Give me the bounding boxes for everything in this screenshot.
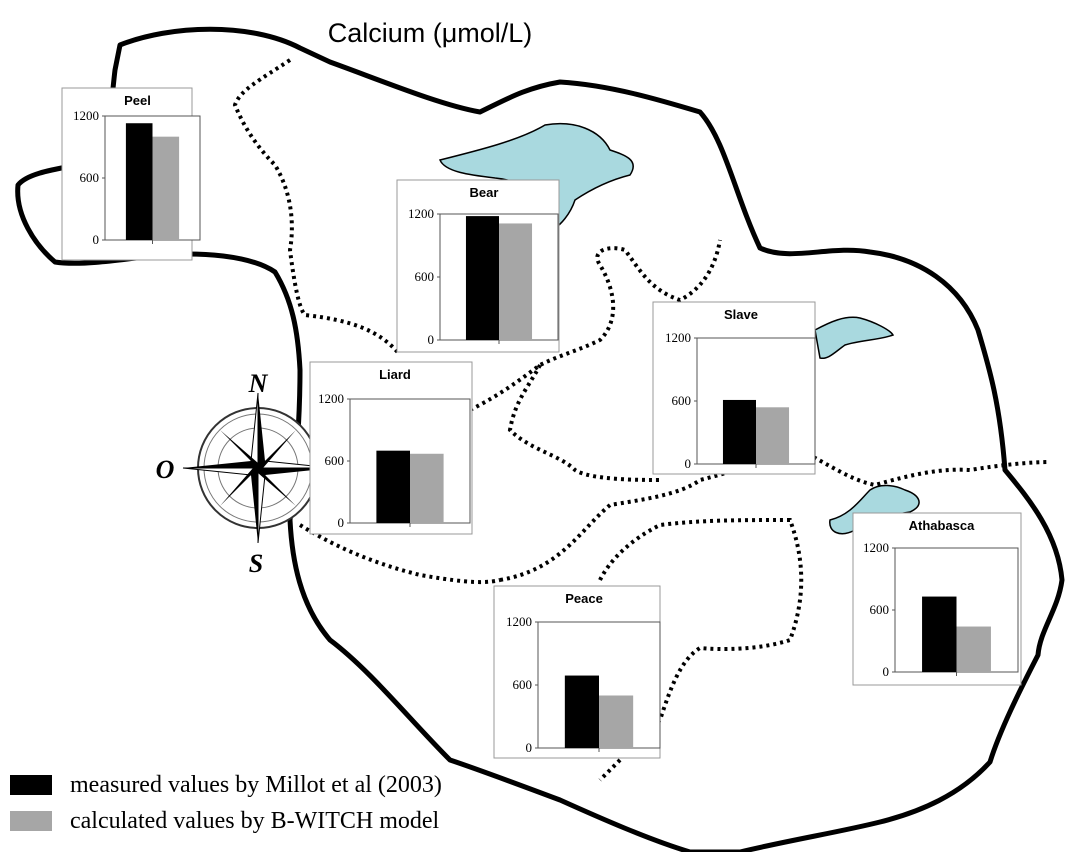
y-tick-label: 0: [93, 232, 100, 247]
y-tick-label: 0: [338, 515, 345, 530]
y-tick-label: 600: [415, 269, 435, 284]
y-tick-label: 600: [325, 453, 345, 468]
y-tick-label: 1200: [73, 108, 99, 123]
y-tick-label: 600: [513, 677, 533, 692]
bar: [956, 626, 991, 672]
y-tick-label: 0: [526, 740, 533, 755]
bar: [599, 695, 634, 748]
y-tick-label: 600: [80, 170, 100, 185]
legend-swatch: [10, 811, 52, 831]
y-tick-label: 1200: [665, 330, 691, 345]
compass-rose: [182, 392, 334, 544]
bar: [564, 675, 599, 748]
chart-title: Peel: [124, 93, 151, 108]
bar: [722, 399, 756, 464]
bar: [410, 453, 444, 523]
y-tick-label: 1200: [863, 540, 889, 555]
chart-title: Bear: [470, 185, 499, 200]
compass-north: N: [248, 369, 269, 398]
y-tick-label: 0: [685, 456, 692, 471]
y-tick-label: 1200: [408, 206, 434, 221]
y-tick-label: 600: [870, 602, 890, 617]
lake-great-slave: [814, 316, 895, 360]
bar: [756, 407, 790, 464]
compass-south: S: [249, 549, 263, 578]
bar: [152, 136, 180, 240]
basin-outline: [15, 26, 1065, 852]
y-tick-label: 1200: [318, 391, 344, 406]
lake-athabasca: [829, 484, 920, 535]
legend: measured values by Millot et al (2003) ca…: [10, 772, 442, 834]
compass-west: O: [156, 455, 175, 484]
bar: [465, 216, 499, 340]
bar: [125, 123, 153, 240]
legend-label: calculated values by B-WITCH model: [70, 808, 440, 834]
y-tick-label: 0: [883, 664, 890, 679]
y-tick-label: 1200: [506, 614, 532, 629]
y-tick-label: 0: [428, 332, 435, 347]
chart-title: Peace: [565, 591, 603, 606]
bar: [922, 596, 957, 672]
charts: Peel 0 600 1200 Bear 0 600 1200 Slave 0 600 1200 Lia…: [61, 87, 1022, 759]
chart-title: Slave: [724, 307, 758, 322]
y-tick-label: 600: [672, 393, 692, 408]
legend-label: measured values by Millot et al (2003): [70, 772, 442, 798]
chart-title: Liard: [379, 367, 411, 382]
bar: [376, 450, 410, 523]
chart-title: Athabasca: [909, 518, 976, 533]
legend-swatch: [10, 775, 52, 795]
bar: [499, 223, 533, 340]
figure-title: Calcium (μmol/L): [328, 18, 533, 48]
